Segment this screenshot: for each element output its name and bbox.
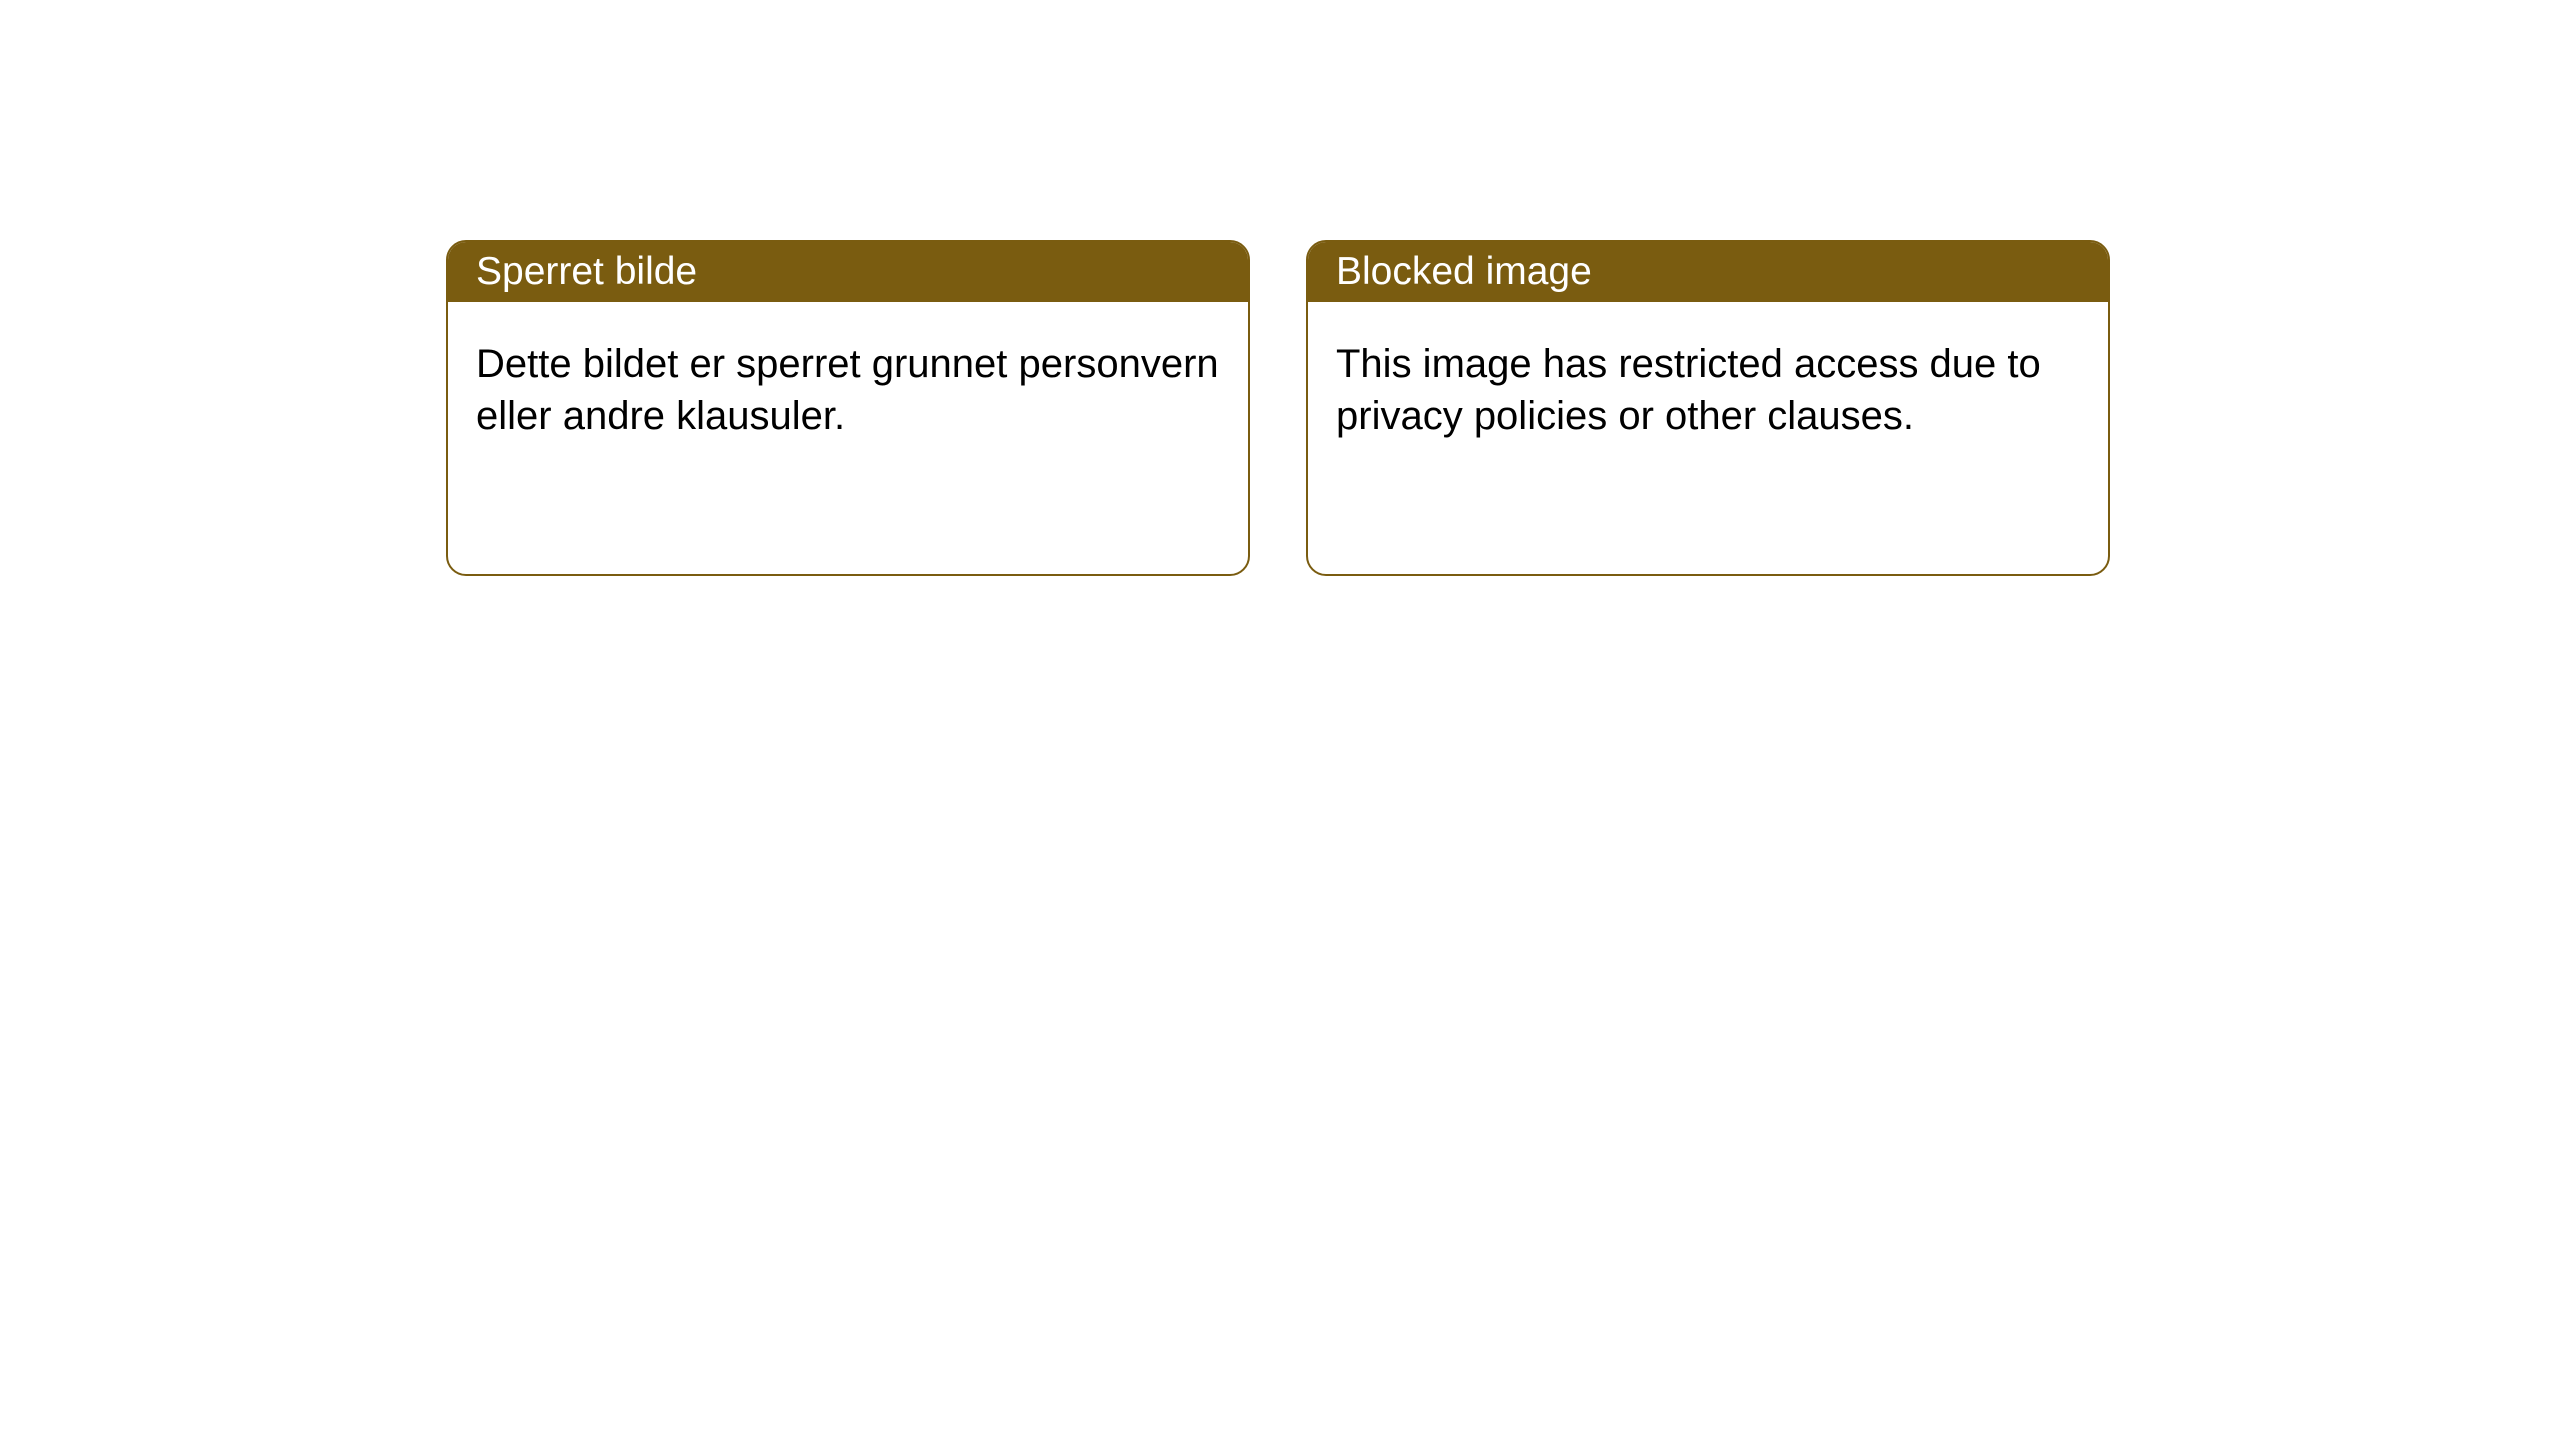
notice-body: This image has restricted access due to … (1308, 302, 2108, 478)
notice-body-text: This image has restricted access due to … (1336, 342, 2041, 438)
notice-title: Sperret bilde (476, 250, 697, 294)
notice-header: Sperret bilde (448, 242, 1248, 302)
notice-title: Blocked image (1336, 250, 1592, 294)
notice-card-english: Blocked image This image has restricted … (1306, 240, 2110, 576)
notice-body: Dette bildet er sperret grunnet personve… (448, 302, 1248, 478)
notice-container: Sperret bilde Dette bildet er sperret gr… (0, 0, 2560, 576)
notice-header: Blocked image (1308, 242, 2108, 302)
notice-body-text: Dette bildet er sperret grunnet personve… (476, 342, 1219, 438)
notice-card-norwegian: Sperret bilde Dette bildet er sperret gr… (446, 240, 1250, 576)
